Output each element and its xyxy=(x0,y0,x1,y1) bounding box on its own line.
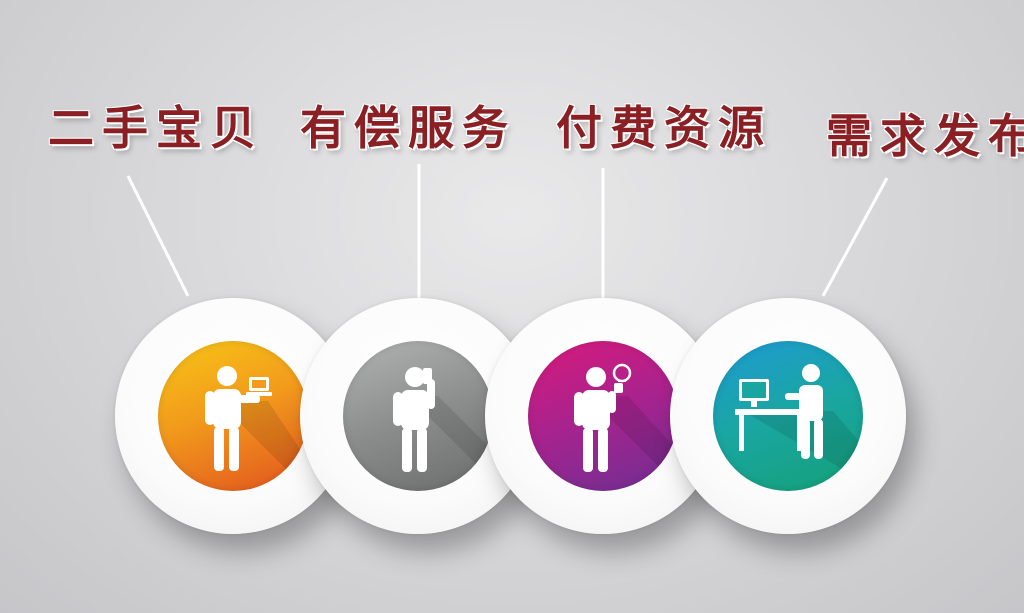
person-desk-computer-icon xyxy=(735,364,863,481)
label-demand-post[interactable]: 需求发布 xyxy=(826,109,1024,163)
label-second-hand[interactable]: 二手宝贝 xyxy=(48,101,264,155)
connector-line-4 xyxy=(821,177,889,297)
person-laptop-icon xyxy=(205,366,308,491)
icon-disc-orange xyxy=(158,341,308,491)
connector-line-1 xyxy=(126,175,190,297)
icon-disc-magenta xyxy=(528,341,678,491)
label-paid-service[interactable]: 有偿服务 xyxy=(300,101,516,155)
option-circle-demand-post[interactable] xyxy=(670,298,906,534)
person-phone-icon xyxy=(393,367,493,481)
icon-disc-teal xyxy=(713,341,863,491)
label-paid-resource[interactable]: 付费资源 xyxy=(556,101,772,155)
icon-disc-gray xyxy=(343,341,493,491)
person-lightbulb-icon xyxy=(574,363,678,486)
